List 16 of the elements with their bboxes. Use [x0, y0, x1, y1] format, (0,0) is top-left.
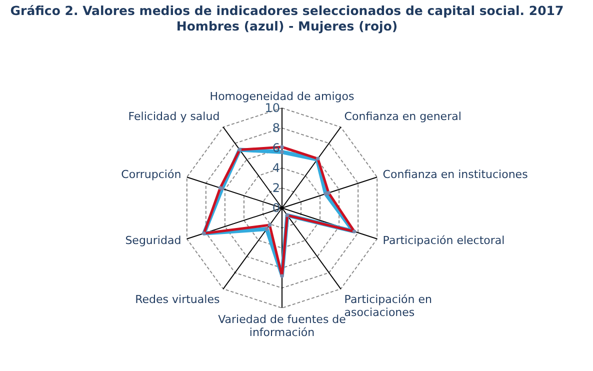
spoke-label: Seguridad — [125, 234, 182, 247]
spoke-label: Variedad de fuentes de información — [218, 313, 346, 339]
y-tick-label: 10 — [264, 101, 280, 115]
spoke-label: Redes virtuales — [135, 292, 220, 306]
spoke-label: Felicidad y salud — [128, 110, 220, 124]
y-tick-label: 2 — [272, 181, 280, 195]
spoke-label: Confianza en instituciones — [382, 168, 528, 182]
spoke-label: Corrupción — [121, 168, 182, 182]
spoke-label: Confianza en general — [344, 110, 462, 124]
y-tick-label: 4 — [272, 161, 280, 175]
chart-title: Gráfico 2. Valores medios de indicadores seleccionados de capital social. 2017 — [10, 3, 564, 18]
spoke-label: Homogeneidad de amigos — [210, 90, 354, 103]
spoke-label: Participación electoral — [382, 234, 505, 247]
chart-subtitle: Hombres (azul) - Mujeres (rojo) — [176, 18, 398, 34]
spoke-label: Participación en asociaciones — [344, 292, 432, 319]
y-tick-label: 6 — [272, 141, 280, 155]
